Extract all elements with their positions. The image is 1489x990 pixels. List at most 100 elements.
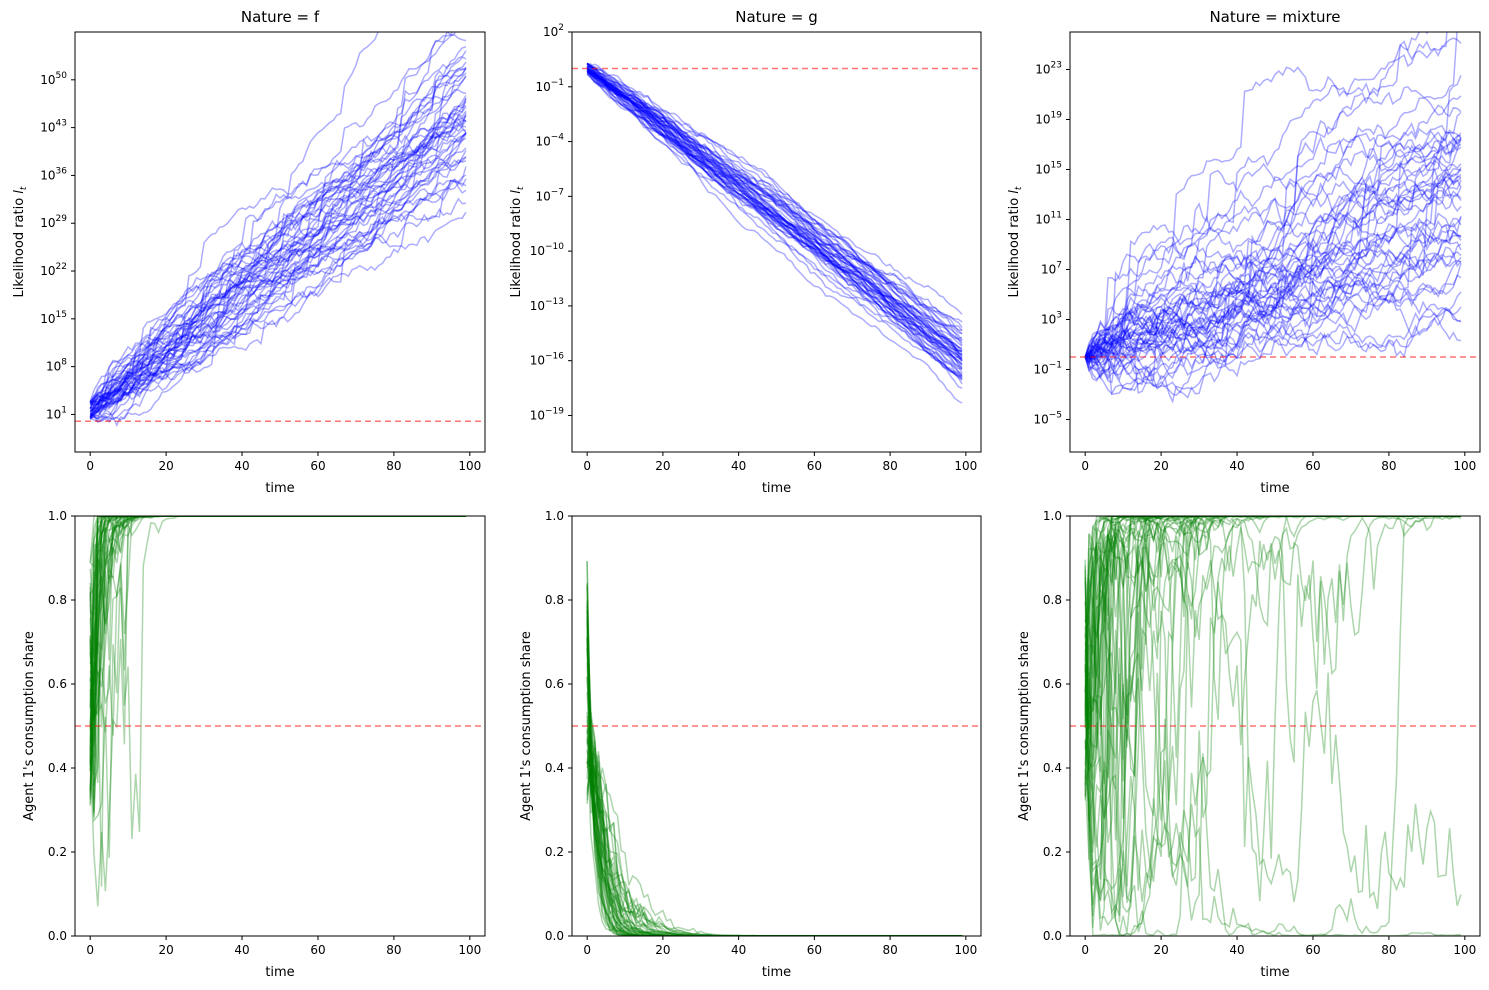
series-path-14 (89, 178, 467, 404)
chart-title: Nature = mixture (1209, 8, 1340, 26)
series-path-1 (1084, 516, 1461, 790)
subplot-6: 0 20 40 60 80 100 0.0 0.2 0.4 0.6 0.8 1.0 time Agent … (1017, 509, 1481, 980)
series-path-36 (586, 70, 963, 389)
series-path-46 (586, 71, 963, 352)
series-path-38 (1084, 243, 1462, 358)
series-path-28 (1084, 32, 1448, 358)
y-tick-label: 10−10 (530, 242, 565, 258)
series-path-43 (586, 63, 963, 342)
y-tick-label: 1015 (40, 310, 67, 326)
y-axis-label: Agent 1's consumption share (519, 631, 534, 821)
series-path-40 (586, 69, 963, 377)
series-path-33 (1084, 516, 1461, 691)
series-path-38 (586, 67, 963, 356)
series-path-11 (586, 67, 963, 378)
series-path-42 (586, 72, 963, 349)
series-path-6 (1084, 32, 1429, 358)
x-tick-label: 0 (1081, 459, 1089, 473)
y-tick-label: 1050 (40, 71, 67, 87)
series-path-34 (586, 66, 963, 376)
series-path-45 (89, 72, 467, 412)
x-tick-label: 20 (655, 459, 670, 473)
series-path-35 (1084, 516, 1461, 735)
y-axis-label: Agent 1's consumption share (22, 631, 37, 821)
series-path-4 (89, 119, 467, 404)
series-path-3 (586, 715, 963, 936)
series-path-2 (1084, 516, 1461, 874)
y-tick-label: 10−1 (535, 78, 564, 94)
series-path-14 (1084, 37, 1462, 367)
x-tick-label: 100 (954, 943, 977, 957)
series-path-38 (89, 67, 467, 412)
series-path-41 (1085, 167, 1462, 358)
series-path-1 (89, 156, 467, 410)
series-path-10 (586, 70, 963, 347)
series-path-29 (1084, 516, 1461, 768)
series-path-35 (90, 166, 467, 422)
series-path-29 (89, 45, 467, 416)
series-path-44 (90, 132, 467, 406)
y-tick-label: 1022 (40, 262, 67, 278)
y-tick-label: 1.0 (1043, 509, 1062, 523)
series-path-4 (586, 67, 963, 346)
x-axis-label: time (762, 965, 791, 980)
series-path-48 (89, 147, 467, 413)
series-path-11 (1084, 239, 1462, 361)
series-path-30 (586, 758, 963, 936)
series-path-6 (1084, 516, 1461, 693)
series-path-46 (1085, 136, 1462, 359)
series-path-23 (1084, 274, 1462, 376)
y-tick-label: 101 (46, 405, 67, 421)
series-path-45 (1084, 516, 1461, 923)
x-tick-label: 80 (1381, 943, 1396, 957)
series-path-32 (89, 100, 467, 402)
series-path-41 (89, 132, 467, 422)
series-path-4 (1084, 243, 1462, 389)
x-tick-label: 0 (86, 943, 94, 957)
series-path-18 (586, 560, 963, 936)
series-path-17 (1084, 262, 1462, 370)
series-path-24 (586, 68, 963, 323)
series-path-18 (89, 98, 467, 411)
series-path-43 (89, 75, 467, 410)
series-path-16 (89, 129, 467, 404)
x-tick-label: 0 (583, 459, 591, 473)
y-tick-label: 1029 (40, 214, 67, 230)
series-path-17 (586, 66, 963, 366)
series-path-13 (1084, 131, 1462, 365)
subplot-4: 0 20 40 60 80 100 0.0 0.2 0.4 0.6 0.8 1.0 time Agent … (22, 509, 486, 980)
series-path-45 (586, 73, 963, 359)
chart-title: Nature = f (241, 8, 320, 26)
series-path-46 (89, 119, 467, 413)
series-path-20 (586, 740, 963, 936)
x-tick-label: 80 (1381, 459, 1396, 473)
x-tick-label: 60 (807, 943, 822, 957)
x-tick-label: 40 (1229, 459, 1244, 473)
series-path-20 (586, 70, 963, 404)
series-path-34 (1084, 190, 1462, 358)
series-path-17 (586, 676, 963, 936)
y-tick-label: 0.2 (48, 845, 67, 859)
subplot-3: 0 20 40 60 80 100 10−5 10−1 103 107 1011 1015 1019 10… (1007, 8, 1481, 496)
series-path-34 (89, 61, 467, 409)
y-axis-label: Agent 1's consumption share (1017, 631, 1032, 821)
x-axis-label: time (762, 481, 791, 496)
series-path-22 (1084, 85, 1462, 363)
series-path-32 (1084, 146, 1462, 360)
y-tick-label: 1023 (1035, 61, 1062, 77)
series-path-39 (1084, 229, 1462, 358)
series-path-10 (586, 730, 963, 936)
series-path-8 (89, 32, 456, 402)
series-path-30 (586, 63, 963, 362)
series-path-27 (89, 174, 467, 415)
y-tick-label: 0.8 (1043, 593, 1062, 607)
y-axis-label: Likelihood ratio lt (12, 186, 29, 297)
series-path-8 (1084, 516, 1461, 786)
series-path-19 (586, 62, 963, 332)
series-path-41 (586, 68, 963, 341)
series-path-28 (89, 50, 467, 419)
series-group (1084, 32, 1462, 404)
x-tick-label: 20 (655, 943, 670, 957)
